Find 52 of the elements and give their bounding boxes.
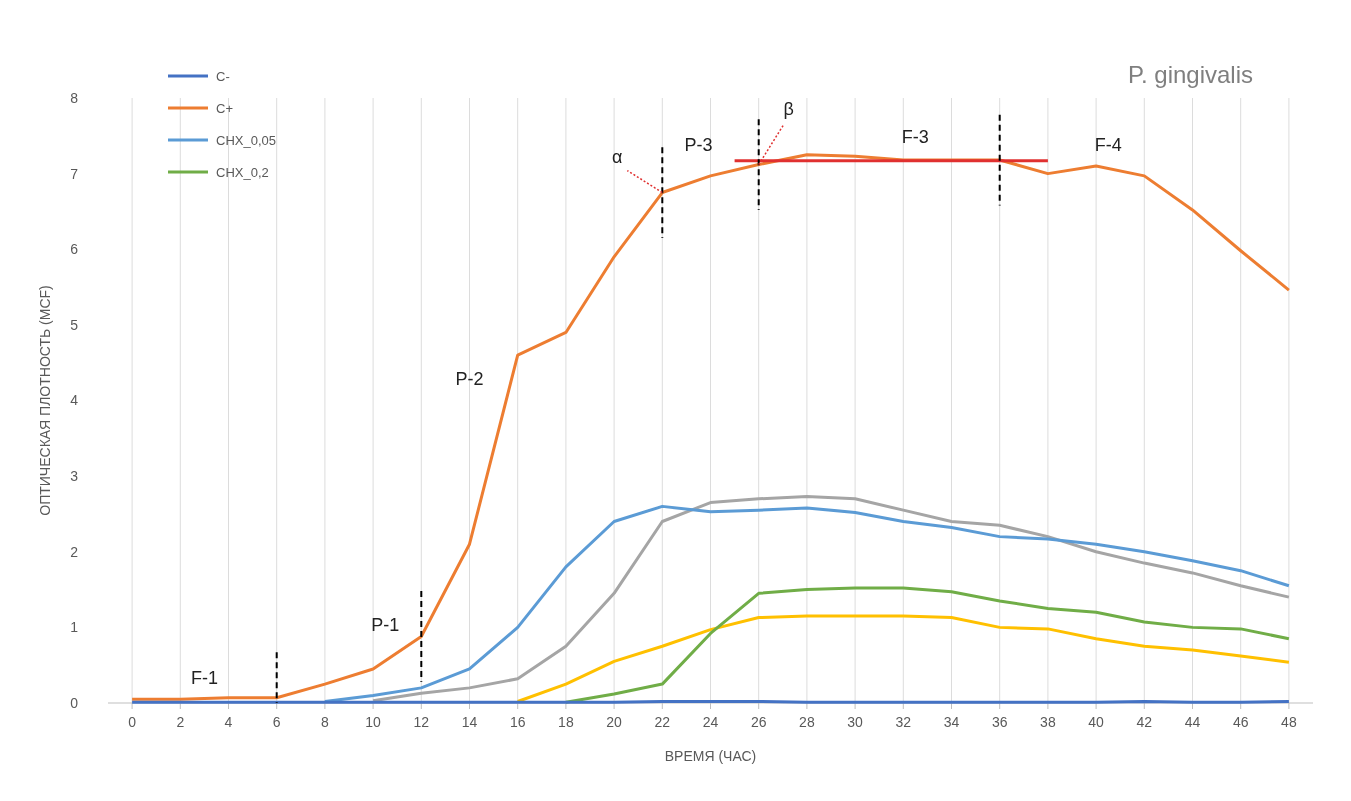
- line-series: [564, 586, 1291, 704]
- annotation: F-4: [1094, 134, 1122, 155]
- annotation: α: [612, 146, 623, 167]
- x-tick-label: 12: [413, 714, 430, 730]
- x-tick-label: 42: [1136, 714, 1153, 730]
- x-tick-label: 22: [654, 714, 671, 730]
- x-tick-label: 38: [1040, 714, 1056, 730]
- y-tick-label: 8: [70, 89, 79, 106]
- annotation: P-1: [371, 615, 400, 636]
- x-tick-label: 30: [847, 714, 864, 730]
- legend-label: CHX_0,05: [216, 132, 276, 148]
- chart-title: P. gingivalis: [1128, 61, 1253, 88]
- x-tick-label: 34: [943, 714, 960, 730]
- legend-label: CHX_0,2: [216, 164, 269, 180]
- x-tick-label: 0: [128, 714, 137, 730]
- y-tick-label: 4: [70, 392, 79, 409]
- y-tick-label: 5: [70, 316, 79, 333]
- x-tick-label: 32: [895, 714, 912, 730]
- y-tick-label: 6: [70, 241, 79, 258]
- x-tick-label: 46: [1232, 714, 1249, 730]
- annotation: F-3: [901, 127, 929, 148]
- y-tick-label: 7: [70, 165, 79, 182]
- legend-label: C+: [216, 100, 233, 116]
- x-tick-label: 20: [606, 714, 623, 730]
- annotation: P-2: [455, 369, 484, 390]
- x-tick-label: 4: [224, 714, 233, 730]
- x-tick-label: 14: [461, 714, 478, 730]
- y-tick-label: 2: [70, 543, 79, 560]
- x-tick-label: 26: [750, 714, 767, 730]
- x-tick-label: 6: [272, 714, 281, 730]
- x-tick-label: 10: [365, 714, 382, 730]
- y-tick-label: 1: [70, 619, 79, 636]
- x-tick-label: 48: [1281, 714, 1297, 730]
- annotation: P-3: [684, 134, 713, 155]
- x-tick-label: 24: [702, 714, 719, 730]
- x-tick-label: 40: [1088, 714, 1105, 730]
- annotation: F-1: [190, 668, 218, 689]
- annotation: β: [783, 98, 794, 119]
- y-tick-label: 0: [70, 694, 79, 711]
- x-tick-label: 2: [176, 714, 185, 730]
- y-axis-title: ОПТИЧЕСКАЯ ПЛОТНОСТЬ (MCF): [37, 285, 53, 516]
- x-axis-title: ВРЕМЯ (ЧАС): [664, 748, 757, 764]
- x-tick-label: 44: [1184, 714, 1201, 730]
- legend-label: C-: [216, 68, 230, 84]
- line-series: [130, 153, 1291, 701]
- x-tick-label: 28: [799, 714, 815, 730]
- x-tick-label: 36: [991, 714, 1008, 730]
- x-tick-label: 18: [558, 714, 574, 730]
- x-tick-label: 8: [321, 714, 329, 730]
- y-tick-label: 3: [70, 468, 79, 485]
- x-tick-label: 16: [509, 714, 526, 730]
- line-series: [516, 614, 1291, 703]
